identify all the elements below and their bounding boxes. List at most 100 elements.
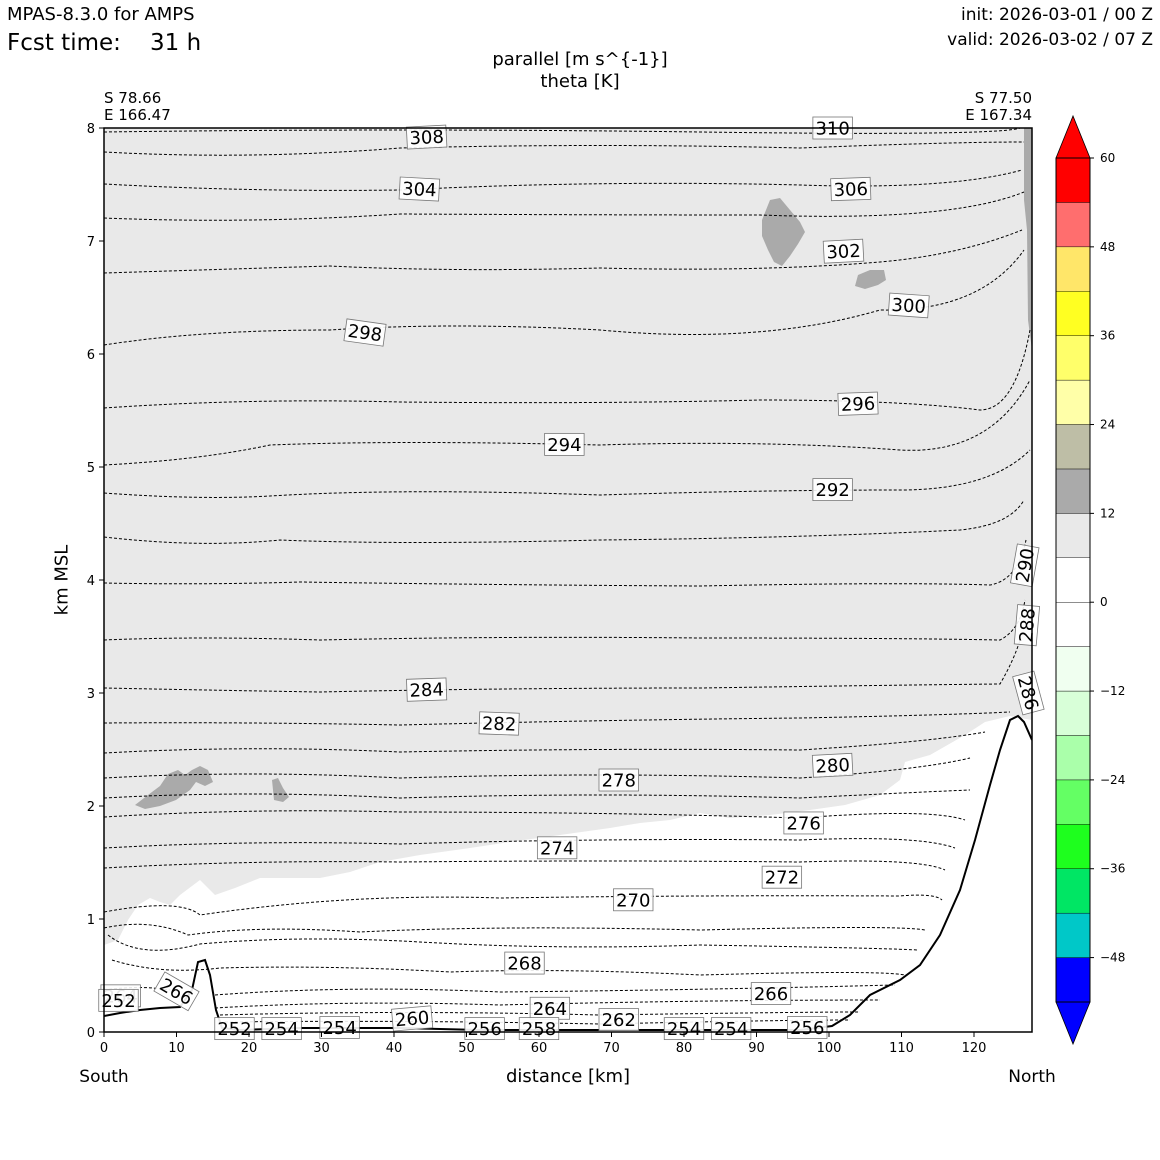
theta-contour-label: 256 <box>787 1016 828 1039</box>
colorbar-tick-label: 36 <box>1100 329 1115 343</box>
x-tick-label: 10 <box>168 1041 185 1056</box>
contour-label-box <box>1013 604 1041 647</box>
contour-label-box <box>544 432 585 456</box>
theta-contour <box>104 711 1011 726</box>
contour-label-text: 300 <box>891 295 927 318</box>
colorbar-segment <box>1055 557 1091 603</box>
wind-fill-12-18 <box>272 778 289 802</box>
colorbar-segment <box>1055 246 1091 292</box>
fcst-time-value: 31 h <box>150 30 202 56</box>
theta-contour <box>104 639 1021 693</box>
theta-contour <box>104 860 946 871</box>
colorbar-extend-min <box>1055 1001 1091 1046</box>
contour-label-box <box>464 1017 505 1041</box>
colorbar-segment <box>1055 379 1091 425</box>
wind-fill-6-12 <box>104 128 1032 945</box>
colorbar-frame <box>1055 157 1091 1003</box>
contour-label-text: 260 <box>394 1007 430 1031</box>
contour-label-box <box>783 811 824 835</box>
contour-label-box <box>405 124 448 150</box>
x-tick-label: 0 <box>100 1041 108 1056</box>
contour-label-box <box>536 836 578 860</box>
left-end-lon: E 166.47 <box>104 106 171 124</box>
theta-contour-label: 266 <box>750 982 792 1005</box>
left-end-lat: S 78.66 <box>104 89 162 107</box>
theta-contour-label: 254 <box>319 1016 360 1039</box>
contour-label-box <box>98 988 139 1012</box>
x-axis-ticks: 0 10 20 30 40 50 60 70 80 90 100 110 120 <box>100 1032 987 1056</box>
contour-label-box <box>812 478 853 502</box>
contour-label-box <box>822 238 865 264</box>
contour-label-box <box>837 391 879 416</box>
theta-contour <box>104 499 1025 544</box>
colorbar-tick-label: −48 <box>1100 951 1125 965</box>
contour-label-text: 256 <box>467 1019 501 1040</box>
south-label: South <box>79 1067 129 1087</box>
contour-label-text: 272 <box>765 868 799 889</box>
contour-label-box <box>887 292 930 319</box>
chart-title-line2: theta [K] <box>540 71 620 92</box>
contour-label-box <box>391 1005 434 1032</box>
contour-label-box <box>613 888 654 912</box>
theta-contour-label: 294 <box>544 432 585 456</box>
theta-contour-label: 252 <box>214 1017 255 1040</box>
y-tick-label: 8 <box>87 122 95 137</box>
x-tick-label: 20 <box>241 1041 258 1056</box>
contour-label-text: 302 <box>826 241 861 264</box>
colorbar-tick-label: 48 <box>1100 240 1115 254</box>
colorbar-segment <box>1055 957 1091 1003</box>
contour-label-text: 294 <box>547 435 581 456</box>
colorbar-tick-label: −12 <box>1100 684 1125 698</box>
contour-label-box <box>811 752 854 778</box>
contour-label-text: 254 <box>667 1019 701 1040</box>
x-tick-label: 90 <box>748 1041 765 1056</box>
theta-contour <box>104 539 1027 587</box>
theta-contour-label: 278 <box>598 768 639 792</box>
theta-contour-label: 308 <box>405 124 448 150</box>
contour-label-text: 258 <box>522 1019 556 1040</box>
colorbar-segment <box>1055 291 1091 336</box>
theta-contour <box>104 379 1031 466</box>
theta-contour <box>104 229 1023 274</box>
y-tick-label: 5 <box>87 461 95 476</box>
theta-contour <box>104 810 966 821</box>
y-tick-label: 7 <box>87 235 95 250</box>
colorbar-segment <box>1055 868 1091 914</box>
colorbar-segment <box>1055 646 1091 692</box>
contour-label-box <box>504 951 545 975</box>
theta-contour-label: 252 <box>98 988 139 1012</box>
colorbar-tick-label: 12 <box>1100 506 1115 520</box>
theta-contour-label: 254 <box>663 1017 705 1040</box>
contour-label-text: 310 <box>815 119 849 140</box>
contour-label-text: 268 <box>507 954 541 975</box>
contour-label-text: 276 <box>786 813 820 834</box>
contour-label-text: 266 <box>754 984 788 1005</box>
theta-contour <box>104 838 956 849</box>
colorbar-segment <box>1055 690 1091 736</box>
colorbar-segment <box>1055 157 1091 203</box>
contour-label-text: 298 <box>346 321 383 347</box>
wind-fill-12-18 <box>135 766 213 809</box>
wind-fill-12-18 <box>1024 128 1032 350</box>
theta-contour-label: 282 <box>478 711 520 736</box>
contour-label-text: 292 <box>815 480 849 501</box>
x-tick-label: 120 <box>962 1041 987 1056</box>
x-tick-label: 70 <box>603 1041 620 1056</box>
theta-contour-label: 268 <box>504 951 545 975</box>
contour-label-text: 264 <box>533 999 567 1020</box>
x-axis-label: distance [km] <box>506 1066 630 1087</box>
contour-label-box <box>787 1016 828 1039</box>
colorbar-tick-label: −36 <box>1100 862 1125 876</box>
contour-label-text: 274 <box>540 838 574 859</box>
theta-contour-label: 262 <box>598 1008 639 1031</box>
contour-label-text: 306 <box>833 179 868 201</box>
theta-contour-label: 298 <box>343 318 387 347</box>
contour-label-box <box>750 982 792 1005</box>
contour-label-box <box>518 1017 560 1041</box>
theta-contour-label: 254 <box>710 1017 752 1040</box>
contour-label-text: 254 <box>714 1019 748 1040</box>
right-end-lat: S 77.50 <box>974 89 1032 107</box>
contour-label-box <box>153 971 200 1012</box>
y-tick-label: 6 <box>87 348 95 363</box>
theta-contour <box>104 789 971 799</box>
